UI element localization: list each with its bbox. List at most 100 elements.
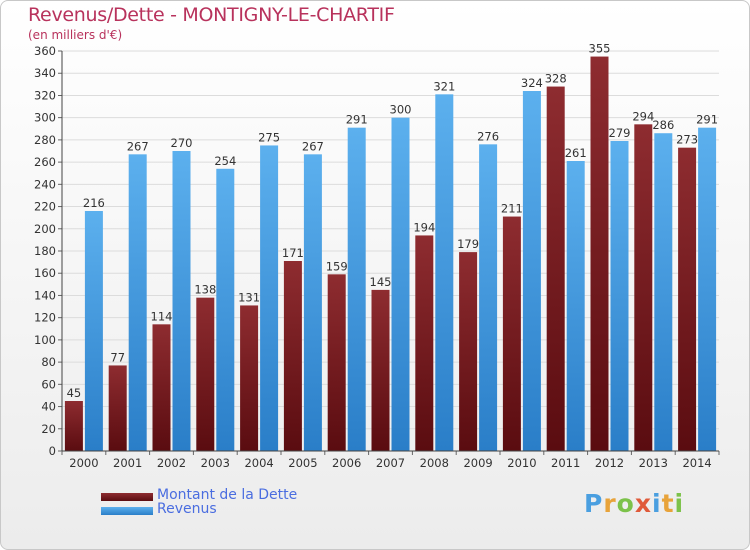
bar-revenus — [654, 133, 673, 451]
bar-revenus — [698, 127, 717, 452]
y-tick-label: 280 — [34, 133, 56, 147]
legend-label-debt: Montant de la Dette — [157, 487, 298, 503]
data-label-revenus: 324 — [521, 76, 543, 90]
data-label-revenus: 291 — [696, 113, 718, 127]
bar-debt — [590, 56, 609, 452]
y-tick-label: 120 — [34, 311, 56, 325]
data-label-revenus: 300 — [390, 103, 412, 117]
y-tick-label: 220 — [34, 200, 56, 214]
bar-revenus — [84, 211, 103, 451]
bar-revenus — [610, 141, 629, 451]
bar-revenus — [347, 127, 366, 452]
x-tick-label: 2010 — [507, 456, 536, 470]
data-label-debt: 145 — [370, 275, 392, 289]
x-tick-label: 2014 — [682, 456, 711, 470]
y-tick-label: 360 — [34, 44, 56, 58]
bar-debt — [108, 365, 127, 451]
data-label-revenus: 261 — [565, 146, 587, 160]
y-tick-label: 260 — [34, 155, 56, 169]
data-label-revenus: 216 — [83, 196, 105, 210]
x-tick-label: 2009 — [463, 456, 492, 470]
bar-revenus — [566, 161, 585, 451]
data-label-revenus: 254 — [214, 154, 236, 168]
y-tick-label: 340 — [34, 66, 56, 80]
data-label-debt: 355 — [589, 42, 611, 56]
bar-revenus — [172, 151, 191, 451]
x-tick-label: 2003 — [201, 456, 230, 470]
data-label-debt: 159 — [326, 259, 348, 273]
logo-letter: P — [584, 489, 604, 518]
y-tick-label: 100 — [34, 333, 56, 347]
data-label-revenus: 321 — [433, 79, 455, 93]
data-label-debt: 179 — [457, 237, 479, 251]
y-tick-label: 80 — [41, 355, 56, 369]
data-label-debt: 194 — [413, 220, 435, 234]
bar-revenus — [479, 144, 498, 452]
proxiti-logo: Proxiti — [584, 489, 684, 518]
logo-letter: i — [652, 489, 662, 518]
bar-debt — [196, 297, 215, 451]
data-label-revenus: 270 — [171, 136, 193, 150]
bar-debt — [283, 261, 302, 451]
data-label-debt: 211 — [501, 202, 523, 216]
bar-revenus — [128, 154, 147, 452]
x-tick-label: 2013 — [639, 456, 668, 470]
data-label-debt: 77 — [110, 350, 125, 364]
data-label-revenus: 291 — [346, 113, 368, 127]
y-tick-label: 240 — [34, 177, 56, 191]
data-label-revenus: 275 — [258, 130, 280, 144]
logo-letter: o — [616, 489, 635, 518]
y-tick-label: 60 — [41, 377, 56, 391]
logo-letter: i — [674, 489, 685, 518]
x-tick-label: 2000 — [69, 456, 98, 470]
data-label-debt: 273 — [676, 133, 698, 147]
bars — [64, 56, 717, 452]
bar-debt — [327, 274, 346, 451]
y-tick-label: 20 — [41, 422, 56, 436]
y-tick-label: 180 — [34, 244, 56, 258]
x-tick-label: 2011 — [551, 456, 580, 470]
bar-debt — [371, 289, 390, 451]
y-tick-label: 300 — [34, 111, 56, 125]
y-tick-label: 200 — [34, 222, 56, 236]
data-label-revenus: 267 — [302, 139, 324, 153]
bar-debt — [634, 124, 653, 451]
data-label-revenus: 276 — [477, 129, 499, 143]
value-labels: 45 216 77 267 114 270 138 254 131 275 171 267 159 291… — [67, 42, 718, 400]
x-tick-label: 2012 — [595, 456, 624, 470]
y-tick-label: 0 — [49, 444, 56, 458]
data-label-debt: 131 — [238, 290, 260, 304]
bar-revenus — [303, 154, 322, 452]
x-tick-label: 2005 — [288, 456, 317, 470]
bar-revenus — [522, 91, 541, 451]
bar-debt — [240, 305, 259, 451]
bar-debt — [459, 252, 478, 451]
x-tick-label: 2008 — [420, 456, 449, 470]
data-label-revenus: 279 — [609, 126, 631, 140]
axes: 0 20 40 60 80 100 120 140 160 180 200 220 240 260 280 3… — [34, 44, 720, 470]
legend-swatch-revenus — [101, 507, 153, 515]
x-tick-label: 2007 — [376, 456, 405, 470]
data-label-debt: 328 — [545, 72, 567, 86]
data-label-debt: 294 — [632, 109, 654, 123]
data-label-revenus: 286 — [652, 118, 674, 132]
x-tick-label: 2001 — [113, 456, 142, 470]
logo-letter: r — [603, 489, 617, 518]
grid-lines — [62, 50, 719, 452]
bar-debt — [415, 235, 434, 451]
y-tick-label: 320 — [34, 88, 56, 102]
chart-title: Revenus/Dette - MONTIGNY-LE-CHARTIF — [28, 4, 395, 26]
logo-letter: t — [661, 489, 675, 518]
bar-revenus — [435, 94, 454, 451]
data-label-debt: 171 — [282, 246, 304, 260]
bar-revenus — [216, 168, 235, 451]
bar-revenus — [391, 117, 410, 452]
x-tick-label: 2006 — [332, 456, 361, 470]
bar-debt — [678, 147, 697, 451]
bar-debt — [64, 401, 83, 451]
bar-revenus — [260, 145, 279, 451]
bar-debt — [502, 216, 521, 451]
y-tick-label: 40 — [41, 400, 56, 414]
